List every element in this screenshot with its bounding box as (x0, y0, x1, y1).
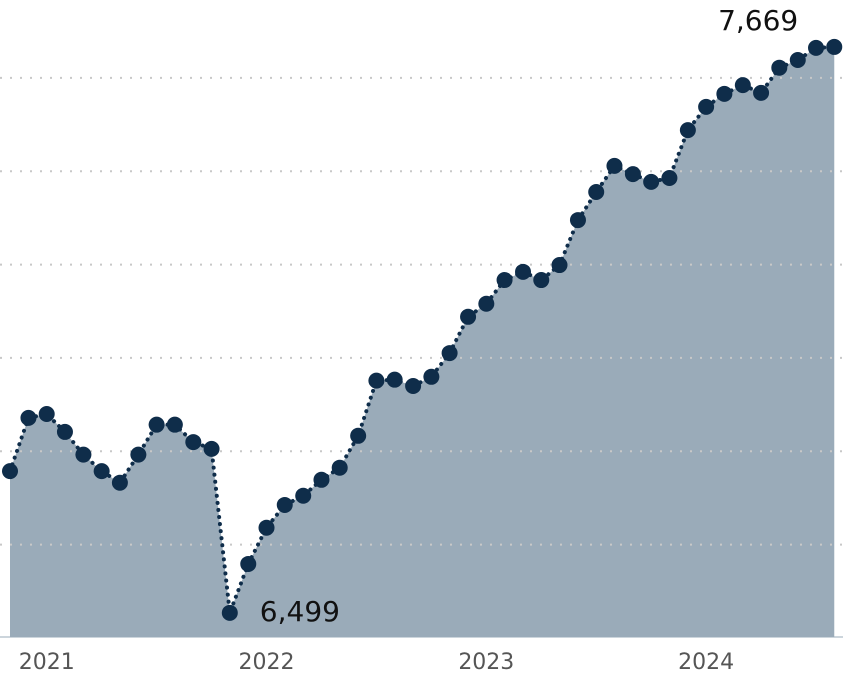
point (276, 496, 293, 513)
point (478, 295, 495, 312)
point (679, 122, 696, 139)
x-tick-label: 2023 (458, 650, 514, 675)
data-label: 7,669 (718, 4, 798, 37)
point (808, 39, 825, 56)
point (771, 59, 788, 76)
point (496, 272, 513, 289)
point (441, 345, 458, 362)
point (350, 427, 367, 444)
point (368, 372, 385, 389)
point (423, 368, 440, 385)
point (789, 51, 806, 68)
point (643, 173, 660, 190)
point (93, 463, 110, 480)
point (75, 446, 92, 463)
point (221, 604, 238, 621)
point (698, 98, 715, 115)
point (313, 471, 330, 488)
point (460, 308, 477, 325)
point (295, 487, 312, 504)
point (331, 459, 348, 476)
point (405, 377, 422, 394)
point (20, 409, 37, 426)
x-tick-label: 2024 (678, 650, 734, 675)
point (826, 38, 843, 55)
point (753, 84, 770, 101)
point (533, 272, 550, 289)
point (569, 212, 586, 229)
point (551, 257, 568, 274)
point (624, 166, 641, 183)
point (56, 423, 73, 440)
point (111, 474, 128, 491)
x-tick-label: 2021 (19, 650, 75, 675)
point (130, 446, 147, 463)
point (386, 371, 403, 388)
point (203, 440, 220, 457)
point (734, 77, 751, 94)
area (10, 46, 835, 637)
point (716, 85, 733, 102)
point (148, 416, 165, 433)
point (2, 463, 18, 480)
data-label: 6,499 (260, 595, 340, 628)
point (38, 406, 55, 423)
point (661, 169, 678, 186)
point (166, 416, 183, 433)
point (515, 263, 532, 280)
point (258, 519, 275, 536)
line (8, 44, 837, 614)
point (606, 157, 623, 174)
x-tick-label: 2022 (239, 650, 295, 675)
point (588, 184, 605, 201)
point (240, 555, 257, 572)
point (185, 434, 202, 451)
